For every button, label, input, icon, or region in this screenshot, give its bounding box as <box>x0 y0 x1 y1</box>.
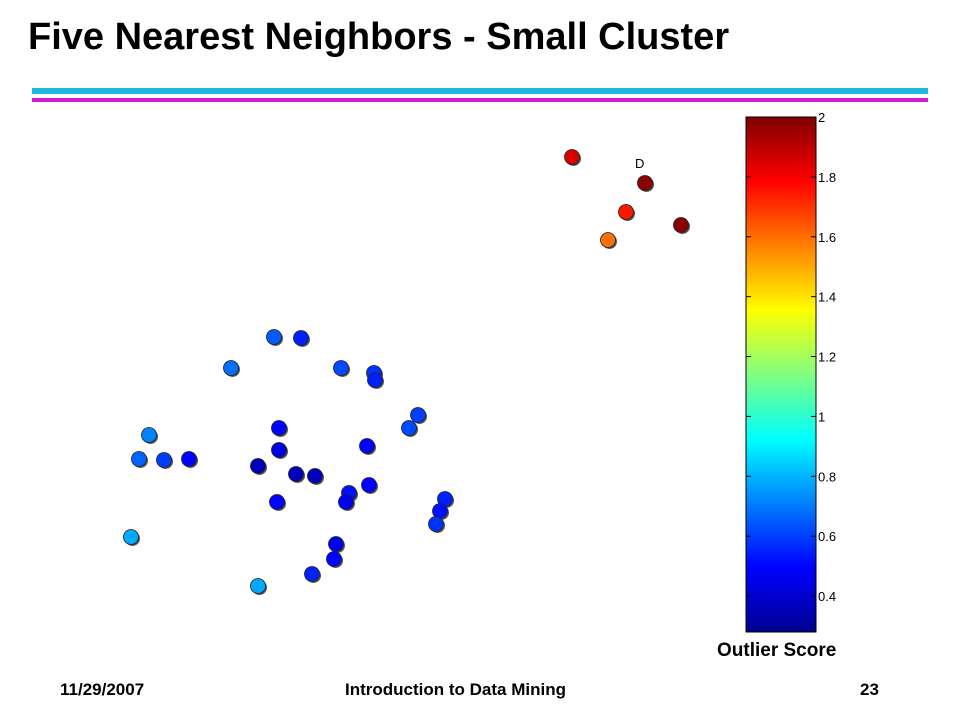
scatter-point <box>250 458 266 474</box>
colorbar-ticks: 0.4 0.6 0.8 1 1.2 1.4 1.6 1.8 2 <box>746 110 836 604</box>
scatter-point <box>600 232 616 248</box>
scatter-point <box>288 466 304 482</box>
colorbar-label: Outlier Score <box>717 640 837 661</box>
colorbar-tick-label: 2 <box>818 110 825 125</box>
title-rule-cyan <box>32 88 928 94</box>
footer-page-number: 23 <box>860 680 879 699</box>
scatter-point <box>333 360 349 376</box>
scatter-point <box>250 578 266 594</box>
colorbar-tick-label: 0.6 <box>818 529 836 544</box>
scatter-point <box>428 516 444 532</box>
scatter-point <box>271 420 287 436</box>
scatter-point <box>307 468 323 484</box>
scatter-point <box>401 420 417 436</box>
scatter-point <box>367 372 383 388</box>
scatter-point <box>564 149 580 165</box>
scatter-point <box>271 442 287 458</box>
colorbar-tick-label: 1 <box>818 409 825 424</box>
scatter-point <box>266 329 282 345</box>
footer-date: 11/29/2007 <box>60 680 145 699</box>
colorbar-tick-label: 1.6 <box>818 230 836 245</box>
scatter-point <box>269 494 285 510</box>
scatter-point <box>141 427 157 443</box>
scatter-point <box>361 477 377 493</box>
colorbar-tick-label: 1.8 <box>818 170 836 185</box>
colorbar-tick-label: 0.4 <box>818 589 836 604</box>
scatter-point <box>410 407 426 423</box>
scatter-point <box>123 529 139 545</box>
scatter-point <box>293 330 309 346</box>
scatter-point <box>156 452 172 468</box>
scatter-point <box>338 494 354 510</box>
scatter-point <box>131 451 147 467</box>
title-rule-magenta <box>32 98 928 102</box>
scatter-point <box>328 536 344 552</box>
colorbar-tick-label: 1.2 <box>818 350 836 365</box>
colorbar-tick-label: 1.4 <box>818 290 836 305</box>
scatter-point <box>637 175 653 191</box>
scatter-point <box>223 360 239 376</box>
colorbar: 0.4 0.6 0.8 1 1.2 1.4 1.6 1.8 2 <box>745 110 836 633</box>
colorbar-gradient <box>745 116 817 633</box>
scatter-point <box>673 217 689 233</box>
scatter-point <box>304 566 320 582</box>
colorbar-tick-label: 0.8 <box>818 469 836 484</box>
scatter-point <box>359 438 375 454</box>
scatter-point <box>181 451 197 467</box>
slide-title: Five Nearest Neighbors - Small Cluster <box>28 16 730 58</box>
footer-course-title: Introduction to Data Mining <box>345 680 566 699</box>
point-label: D <box>635 156 644 171</box>
scatter-points: D <box>123 149 690 595</box>
scatter-point <box>326 551 342 567</box>
scatter-point <box>618 204 634 220</box>
